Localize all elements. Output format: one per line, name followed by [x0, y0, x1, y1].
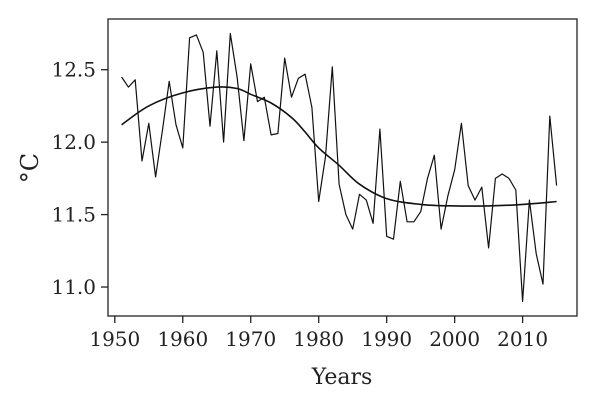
y-tick-label: 12.0 — [51, 130, 96, 154]
x-tick-label: 1960 — [157, 327, 208, 351]
x-tick-label: 1950 — [89, 327, 140, 351]
series-layer — [121, 32, 558, 303]
y-tick-label: 12.5 — [51, 58, 96, 82]
x-tick-label: 1970 — [225, 327, 276, 351]
x-tick-label: 2010 — [497, 327, 548, 351]
y-axis-label: °C — [16, 153, 44, 183]
x-axis-label: Years — [311, 365, 373, 390]
x-tick-label: 1980 — [293, 327, 344, 351]
y-tick-label: 11.0 — [51, 275, 96, 299]
x-tick-label: 1990 — [361, 327, 412, 351]
y-tick-label: 11.5 — [51, 203, 96, 227]
plot-frame — [107, 18, 578, 317]
x-tick-label: 2000 — [429, 327, 480, 351]
y-axis: 11.0 11.5 12.0 12.5 — [51, 58, 108, 299]
annual-temperature-line — [121, 32, 558, 303]
smoothed-trend-line — [121, 86, 557, 207]
x-axis: 1950 1960 1970 1980 1990 2000 2010 — [89, 316, 548, 351]
